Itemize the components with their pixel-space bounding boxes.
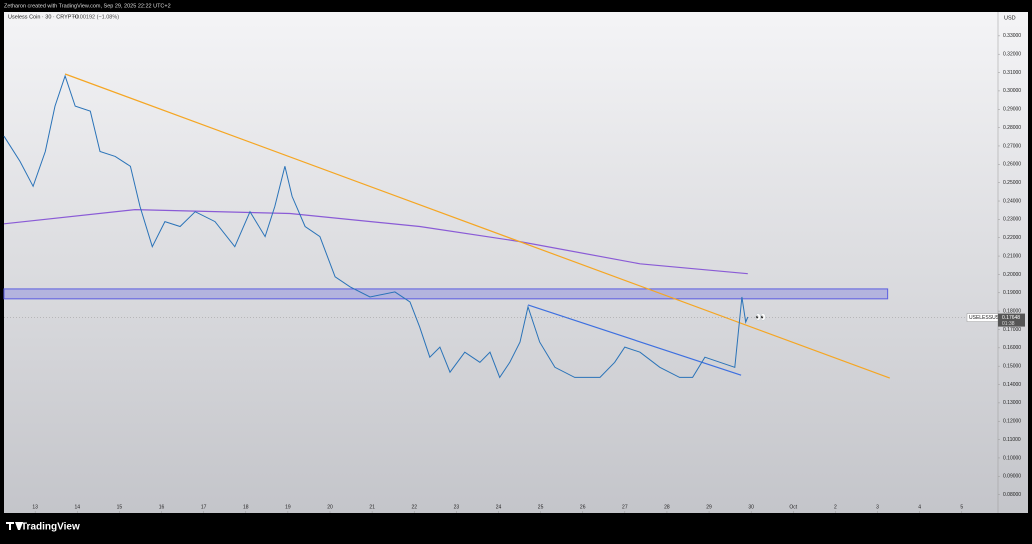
zone [3, 288, 889, 300]
y-tick-label: 0.11000 [1003, 437, 1021, 443]
x-tick-label: 2 [834, 504, 837, 510]
y-tick-label: 0.22000 [1003, 235, 1021, 241]
y-tick-label: 0.16000 [1003, 345, 1021, 351]
overlay-line [3, 208, 748, 275]
x-tick-label: 25 [538, 504, 544, 510]
chart-title: Useless Coin · 30 · CRYPTO [8, 14, 80, 20]
y-tick-label: 0.27000 [1003, 143, 1021, 149]
logo: TradingView [6, 522, 80, 533]
x-tick-label: 20 [327, 504, 333, 510]
y-tick-label: 0.12000 [1003, 419, 1021, 425]
y-tick-label: 0.32000 [1003, 52, 1021, 58]
y-tick-label: 0.30000 [1003, 88, 1021, 94]
price-line [3, 74, 749, 379]
price-change: −0.00192 (−1.08%) [72, 14, 119, 20]
symbol-label: USELESSUSD [969, 315, 1003, 321]
x-tick-label: Oct [789, 504, 797, 510]
y-tick-label: 0.25000 [1003, 180, 1021, 186]
y-tick-label: 0.33000 [1003, 33, 1021, 39]
x-tick-label: 13 [32, 504, 38, 510]
x-tick-label: 29 [706, 504, 712, 510]
y-tick-label: 0.26000 [1003, 162, 1021, 168]
x-tick-label: 30 [748, 504, 754, 510]
x-tick-label: 14 [75, 504, 81, 510]
y-tick-label: 0.31000 [1003, 70, 1021, 76]
y-tick-label: 0.29000 [1003, 107, 1021, 113]
price-tag-value: 0.17648 [1002, 315, 1020, 321]
x-tick-label: 16 [159, 504, 165, 510]
x-tick-label: 15 [117, 504, 123, 510]
x-tick-label: 27 [622, 504, 628, 510]
x-tick-label: 22 [411, 504, 417, 510]
logo-icon [6, 522, 23, 530]
y-tick-label: 0.19000 [1003, 290, 1021, 296]
x-tick-label: 21 [369, 504, 375, 510]
overlay-line [527, 304, 742, 376]
x-tick-label: 24 [496, 504, 502, 510]
y-tick-label: 0.23000 [1003, 217, 1021, 223]
y-tick-label: 0.24000 [1003, 198, 1021, 204]
x-tick-label: 17 [201, 504, 207, 510]
overlay-line [64, 73, 891, 379]
x-tick-label: 23 [454, 504, 460, 510]
price-tag-countdown: 01:38 [1002, 321, 1015, 327]
y-tick-label: 0.17000 [1003, 327, 1021, 333]
x-tick-label: 19 [285, 504, 291, 510]
chart-area [4, 12, 1028, 513]
attribution: Zetharon created with TradingView.com, S… [4, 3, 171, 9]
x-tick-label: 28 [664, 504, 670, 510]
brand: TradingView [21, 522, 80, 533]
price-tag [998, 313, 1025, 327]
x-tick-label: 5 [960, 504, 963, 510]
y-tick-label: 0.15000 [1003, 364, 1021, 370]
annotation: 👀 [755, 312, 766, 322]
y-tick-label: 0.13000 [1003, 400, 1021, 406]
y-tick-label: 0.18000 [1003, 308, 1021, 314]
y-tick-label: 0.14000 [1003, 382, 1021, 388]
y-tick-label: 0.21000 [1003, 253, 1021, 259]
y-unit: USD [1004, 15, 1016, 21]
y-tick-label: 0.20000 [1003, 272, 1021, 278]
y-tick-label: 0.08000 [1003, 492, 1021, 498]
y-tick-label: 0.09000 [1003, 474, 1021, 480]
x-tick-label: 4 [918, 504, 921, 510]
y-tick-label: 0.10000 [1003, 455, 1021, 461]
x-tick-label: 18 [243, 504, 249, 510]
x-tick-label: 3 [876, 504, 879, 510]
x-tick-label: 26 [580, 504, 586, 510]
y-tick-label: 0.28000 [1003, 125, 1021, 131]
